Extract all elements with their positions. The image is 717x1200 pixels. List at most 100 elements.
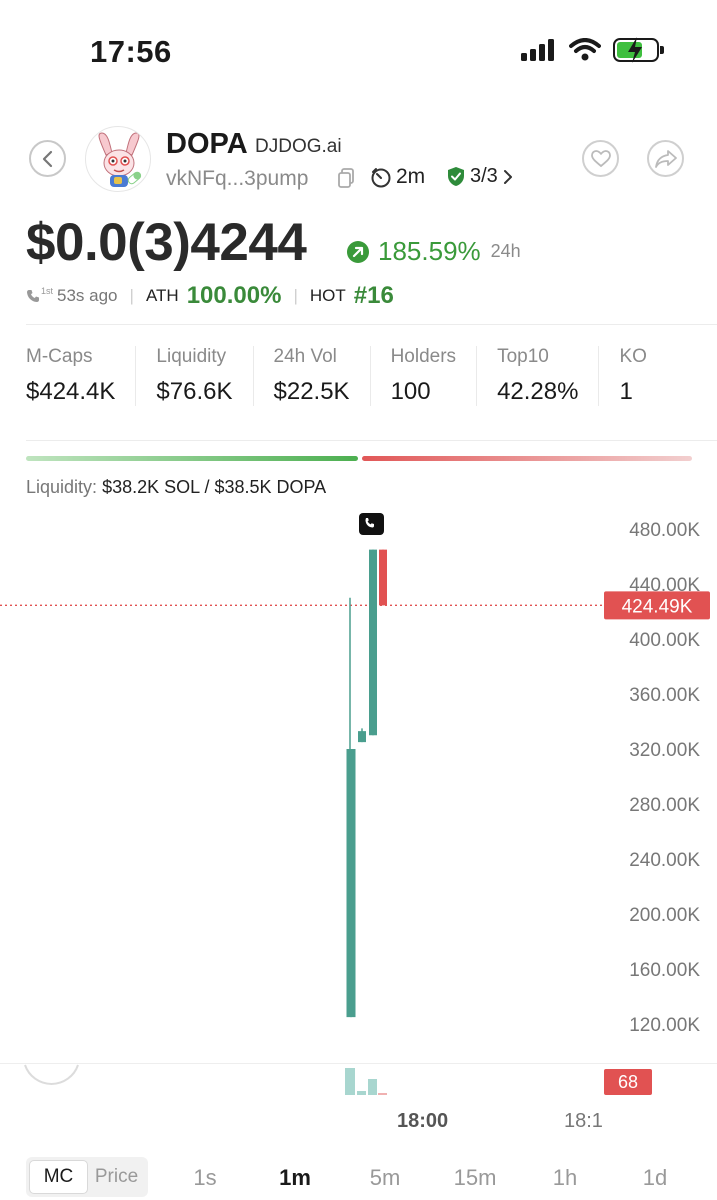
y-tick-label: 480.00K	[629, 520, 700, 541]
stat-label: 24h Vol	[273, 346, 337, 367]
y-tick-label: 440.00K	[629, 575, 700, 596]
y-tick-label: 320.00K	[629, 740, 700, 761]
hot-label: HOT	[309, 286, 346, 305]
stat-label: M-Caps	[26, 346, 93, 367]
stat-value: 100	[390, 378, 431, 405]
volume-bar	[378, 1093, 387, 1095]
toggle-price[interactable]: Price	[94, 1166, 139, 1187]
divider	[26, 324, 717, 325]
phone-icon	[27, 290, 39, 302]
copy-icon[interactable]	[338, 168, 354, 193]
stat-value: $424.4K	[26, 378, 116, 405]
candle-body	[369, 549, 377, 736]
y-tick-label: 240.00K	[629, 850, 700, 871]
hot-rank: #16	[353, 282, 394, 309]
ath-value: 100.00%	[186, 282, 282, 309]
y-tick-label: 360.00K	[629, 685, 700, 706]
y-tick-label: 160.00K	[629, 960, 700, 981]
stat-market-cap: M-Caps $424.4K	[26, 346, 137, 406]
volume-bars	[24, 1064, 387, 1095]
interval-1h[interactable]: 1h	[552, 1165, 578, 1190]
y-tick-label: 200.00K	[629, 905, 700, 926]
meta-row: 1st 53s ago | ATH 100.00% | HOT #16	[26, 282, 394, 310]
stat-value: $22.5K	[273, 378, 350, 405]
share-icon	[654, 149, 677, 168]
stats-row[interactable]: M-Caps $424.4K Liquidity $76.6K 24h Vol …	[26, 346, 717, 406]
interval-selector[interactable]: 1s 1m 5m 15m 1h 1d	[170, 1165, 690, 1191]
stat-24h-volume: 24h Vol $22.5K	[274, 346, 371, 406]
liquidity-bar-sol	[26, 456, 358, 461]
status-time: 17:56	[90, 34, 172, 69]
liquidity-label: Liquidity:	[26, 477, 98, 497]
interval-1d[interactable]: 1d	[642, 1165, 668, 1190]
share-button[interactable]	[647, 140, 684, 177]
timer-icon	[371, 168, 391, 188]
signal-icon	[521, 39, 554, 61]
status-icons	[521, 37, 664, 63]
volume-area	[0, 1063, 717, 1098]
interval-1m[interactable]: 1m	[279, 1165, 311, 1190]
stat-ko: KO 1	[619, 346, 666, 406]
candle-body	[358, 731, 366, 743]
liquidity-breakdown: Liquidity: $38.2K SOL / $38.5K DOPA	[26, 477, 326, 498]
price-change-value: 185.59%	[378, 236, 481, 266]
token-name: DJDOG.ai	[255, 136, 342, 157]
stat-value: $76.6K	[156, 378, 233, 405]
stat-top10: Top10 42.28%	[497, 346, 600, 406]
wifi-icon	[569, 38, 601, 61]
first-trade-label: 1st	[41, 286, 54, 296]
left-partial-circle	[24, 1064, 79, 1085]
battery-icon	[613, 37, 664, 63]
y-tick-label: 280.00K	[629, 795, 700, 816]
price-chart[interactable]: 480.00K 440.00K 400.00K 360.00K 320.00K 280.0…	[0, 505, 717, 1065]
stat-value: 1	[619, 378, 633, 405]
trend-up-icon	[347, 240, 369, 263]
price-change-period: 24h	[490, 241, 521, 261]
candle-body	[346, 749, 356, 1018]
stat-value: 42.28%	[497, 378, 579, 405]
y-tick-label: 400.00K	[629, 630, 700, 651]
y-tick-label: 120.00K	[629, 1015, 700, 1036]
interval-5m[interactable]: 5m	[369, 1165, 401, 1190]
token-symbol: DOPA	[166, 128, 248, 160]
current-price-label: 424.49K	[622, 596, 693, 617]
price-change: 185.59% 24h	[346, 236, 521, 267]
token-age-value: 2m	[396, 165, 426, 188]
stat-liquidity: Liquidity $76.6K	[156, 346, 254, 406]
volume-bar	[357, 1091, 366, 1095]
shield-check-icon	[448, 167, 464, 186]
first-trade-time: 53s ago	[57, 286, 118, 305]
token-avatar	[85, 126, 151, 192]
current-price-badge	[604, 591, 710, 620]
audit-value: 3/3	[470, 165, 498, 187]
toggle-mc[interactable]: MC	[29, 1160, 88, 1194]
stat-label: Top10	[497, 346, 549, 367]
liquidity-bar-token	[362, 456, 692, 461]
divider	[26, 440, 717, 441]
liquidity-value: $38.2K SOL / $38.5K DOPA	[102, 477, 327, 497]
phone-marker-icon[interactable]	[359, 513, 384, 535]
token-price: $0.0(3)4244	[26, 213, 307, 272]
heart-icon	[590, 149, 611, 167]
interval-15m[interactable]: 15m	[453, 1165, 497, 1190]
audit-status[interactable]: 3/3	[447, 165, 513, 188]
volume-bar	[368, 1079, 377, 1095]
ath-label: ATH	[145, 286, 179, 305]
chevron-left-icon	[42, 150, 52, 167]
token-age: 2m	[370, 165, 425, 189]
mc-price-toggle[interactable]: MC Price	[26, 1157, 148, 1197]
contract-address[interactable]: vkNFq...3pump	[166, 167, 309, 190]
stat-label: KO	[619, 346, 647, 367]
favorite-button[interactable]	[582, 140, 619, 177]
chevron-right-icon	[503, 169, 512, 184]
stat-label: Liquidity	[156, 346, 227, 367]
back-button[interactable]	[29, 140, 66, 177]
x-tick-label: 18:1	[564, 1110, 603, 1132]
stat-label: Holders	[390, 346, 457, 367]
candle-body	[379, 549, 387, 606]
volume-bar	[345, 1068, 355, 1095]
bunny-logo-icon	[98, 132, 142, 187]
interval-1s[interactable]: 1s	[193, 1165, 217, 1190]
volume-badge: 68	[604, 1069, 652, 1095]
x-tick-label: 18:00	[397, 1110, 449, 1132]
